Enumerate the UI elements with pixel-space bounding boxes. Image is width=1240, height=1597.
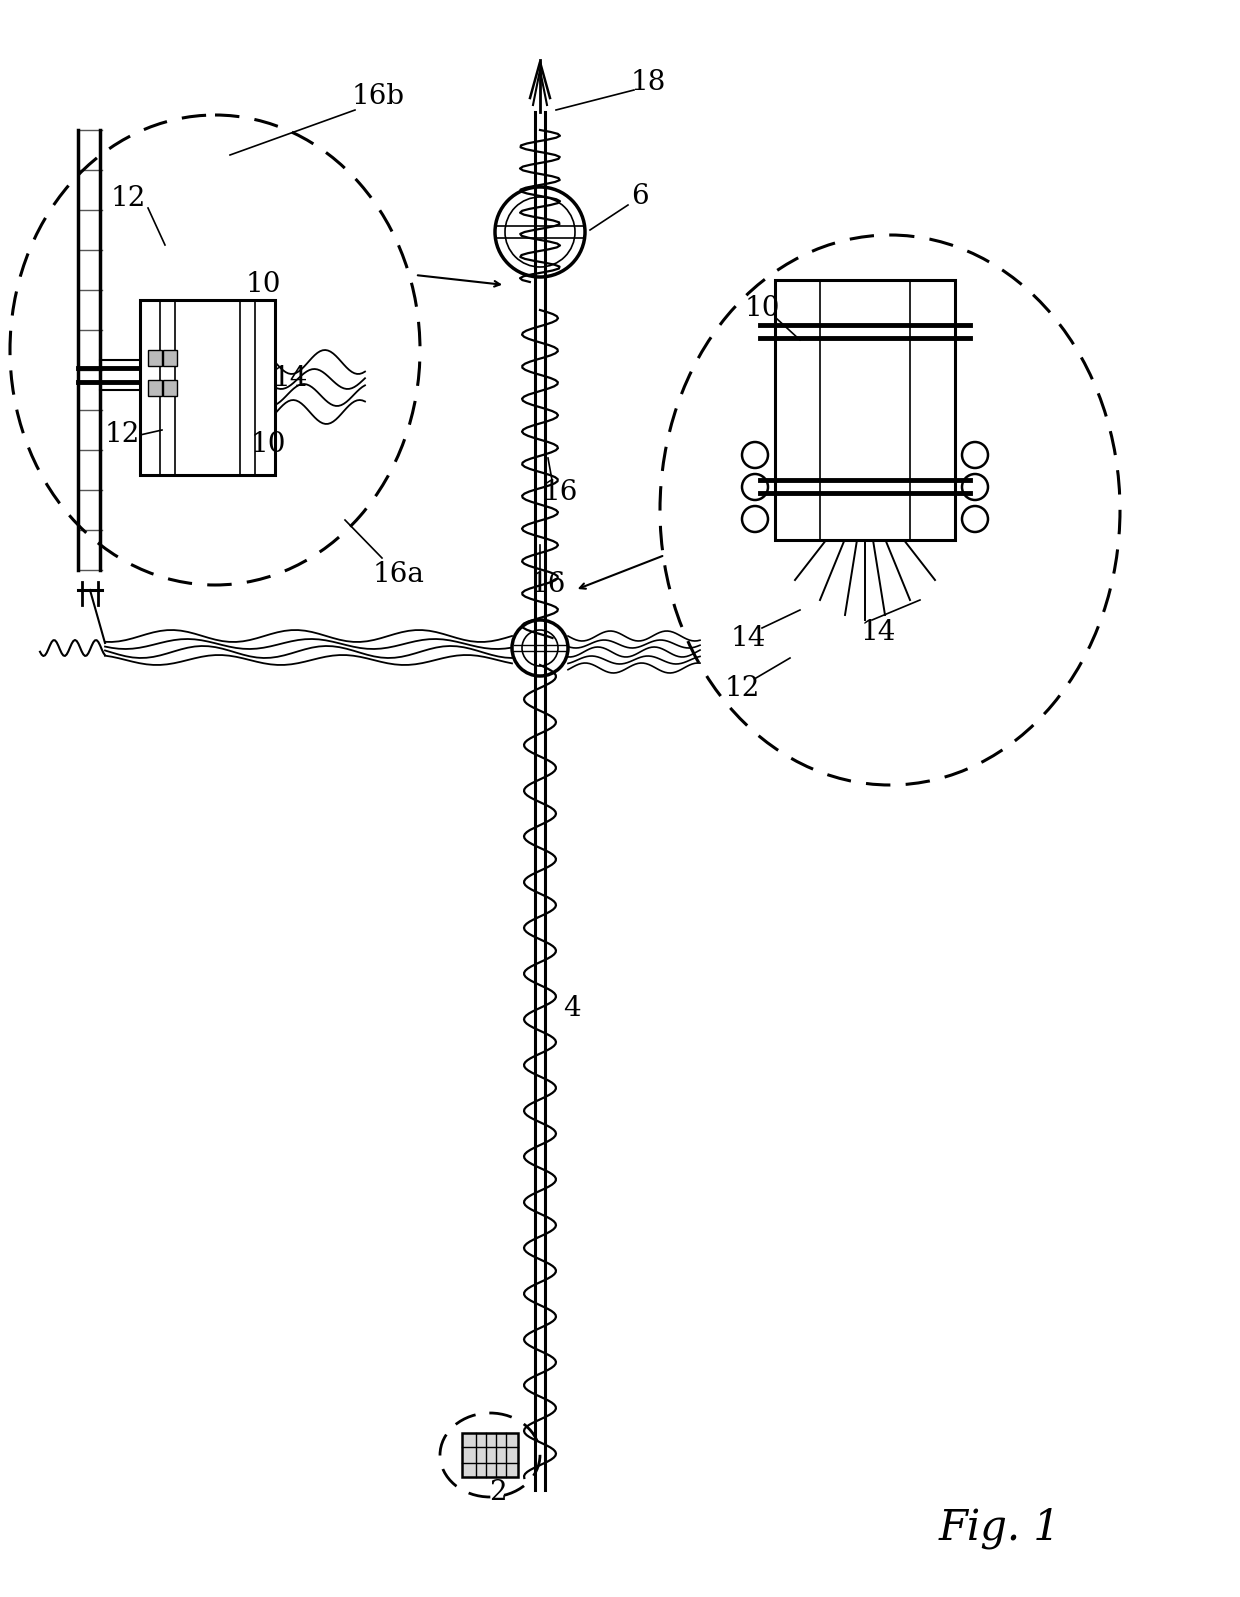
Text: 10: 10	[250, 431, 285, 458]
Bar	[162, 350, 177, 366]
Bar	[148, 380, 162, 396]
Text: Fig. 1: Fig. 1	[939, 1508, 1061, 1549]
Text: 10: 10	[246, 271, 280, 299]
Bar	[463, 1433, 518, 1477]
Text: 16a: 16a	[372, 562, 424, 589]
Text: 2: 2	[490, 1479, 507, 1506]
Text: 6: 6	[631, 184, 649, 211]
Text: 4: 4	[563, 995, 580, 1022]
Text: 16: 16	[531, 572, 565, 599]
Bar	[162, 380, 177, 396]
Text: 14: 14	[730, 624, 765, 652]
Text: 18: 18	[630, 69, 666, 96]
Text: 16: 16	[542, 479, 578, 506]
Bar	[775, 279, 955, 540]
Text: 16b: 16b	[351, 83, 404, 110]
Text: 12: 12	[110, 185, 145, 211]
Text: 12: 12	[104, 422, 140, 449]
Text: 12: 12	[724, 674, 760, 701]
Text: 10: 10	[744, 294, 780, 321]
Bar	[140, 300, 275, 474]
Text: 14: 14	[861, 618, 895, 645]
Text: 14: 14	[273, 364, 308, 391]
Bar	[148, 350, 162, 366]
